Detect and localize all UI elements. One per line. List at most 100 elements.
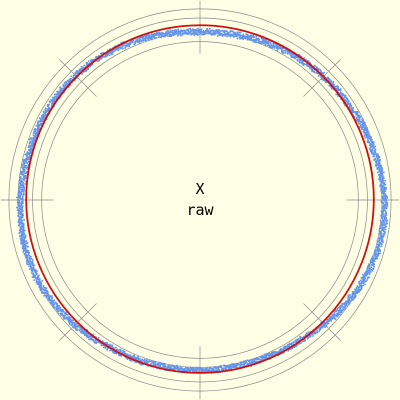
sample-point — [296, 59, 298, 61]
sample-point — [89, 65, 91, 68]
sample-point — [171, 368, 174, 370]
sample-point — [155, 34, 157, 37]
sample-point — [265, 355, 268, 358]
sample-point — [53, 303, 56, 305]
sample-point — [342, 93, 344, 95]
sample-point — [380, 245, 383, 247]
sample-point — [21, 226, 24, 228]
sample-point — [381, 212, 384, 215]
sample-point — [194, 369, 197, 372]
sample-point — [161, 32, 164, 34]
sample-point — [353, 298, 355, 300]
sample-point — [358, 280, 360, 283]
sample-point — [345, 302, 348, 305]
sample-point — [361, 126, 364, 129]
sample-point — [22, 214, 24, 216]
sample-point — [361, 120, 364, 123]
sample-point — [143, 358, 146, 361]
sample-point — [288, 345, 291, 348]
sample-point — [36, 122, 39, 124]
sample-point — [297, 339, 299, 342]
sample-point — [217, 35, 219, 37]
sample-point — [318, 328, 321, 330]
sample-point — [17, 193, 20, 195]
sample-point — [122, 350, 124, 352]
sample-point — [205, 32, 208, 35]
sample-point — [21, 184, 24, 187]
sample-point — [362, 281, 364, 284]
sample-point — [78, 329, 81, 331]
sample-point — [180, 369, 182, 372]
sample-point — [81, 329, 84, 332]
sample-point — [384, 225, 387, 227]
sample-point — [374, 157, 377, 160]
sample-point — [114, 346, 117, 349]
sample-point — [89, 338, 91, 341]
sample-point — [136, 38, 139, 40]
sample-point — [339, 89, 342, 92]
sample-point — [21, 246, 24, 248]
sample-point — [36, 277, 39, 279]
sample-point — [158, 364, 160, 367]
sample-point — [28, 268, 31, 270]
sample-point — [195, 370, 198, 372]
sample-point — [121, 46, 123, 49]
sample-point — [380, 190, 382, 192]
sample-point — [108, 54, 111, 57]
sample-point — [189, 369, 191, 372]
sample-point — [373, 252, 376, 255]
sample-point — [381, 219, 384, 222]
sample-point — [203, 33, 205, 36]
sample-point — [379, 186, 382, 188]
sample-point — [333, 316, 335, 318]
sample-point — [19, 192, 21, 195]
sample-point — [358, 122, 360, 125]
sample-point — [336, 309, 338, 312]
sample-point — [335, 87, 338, 90]
sample-point — [261, 40, 264, 42]
sample-point — [18, 205, 20, 208]
sample-point — [382, 232, 385, 235]
sample-point — [111, 344, 113, 347]
sample-point — [40, 281, 42, 284]
sample-point — [69, 321, 72, 323]
sample-point — [299, 58, 302, 60]
sample-point — [357, 114, 360, 116]
sample-point — [59, 306, 62, 309]
sample-point — [153, 32, 155, 35]
sample-point — [307, 336, 310, 339]
sample-point — [320, 72, 323, 75]
sample-point — [365, 280, 367, 283]
sample-point — [278, 351, 281, 354]
sample-point — [102, 340, 104, 343]
sample-point — [69, 84, 71, 87]
sample-point — [277, 352, 279, 355]
sample-point — [31, 137, 33, 140]
sample-point — [24, 235, 26, 238]
sample-point — [63, 311, 65, 313]
sample-point — [224, 33, 227, 36]
sample-point — [266, 353, 269, 356]
sample-point — [142, 359, 145, 362]
sample-point — [380, 188, 382, 190]
sample-point — [278, 46, 281, 48]
sample-point — [261, 358, 263, 360]
sample-point — [23, 160, 26, 163]
sample-point — [246, 33, 248, 36]
sample-point — [167, 364, 170, 367]
sample-point — [337, 85, 339, 88]
sample-point — [218, 31, 221, 33]
sample-point — [23, 170, 26, 173]
sample-point — [307, 60, 310, 63]
sample-point — [87, 334, 89, 337]
sample-point — [305, 63, 308, 66]
sample-point — [295, 345, 298, 347]
sample-point — [21, 216, 24, 219]
sample-point — [171, 364, 174, 367]
sample-point — [362, 277, 365, 280]
sample-point — [193, 29, 196, 32]
sample-point — [229, 30, 232, 32]
sample-point — [344, 94, 347, 97]
sample-point — [230, 367, 233, 370]
